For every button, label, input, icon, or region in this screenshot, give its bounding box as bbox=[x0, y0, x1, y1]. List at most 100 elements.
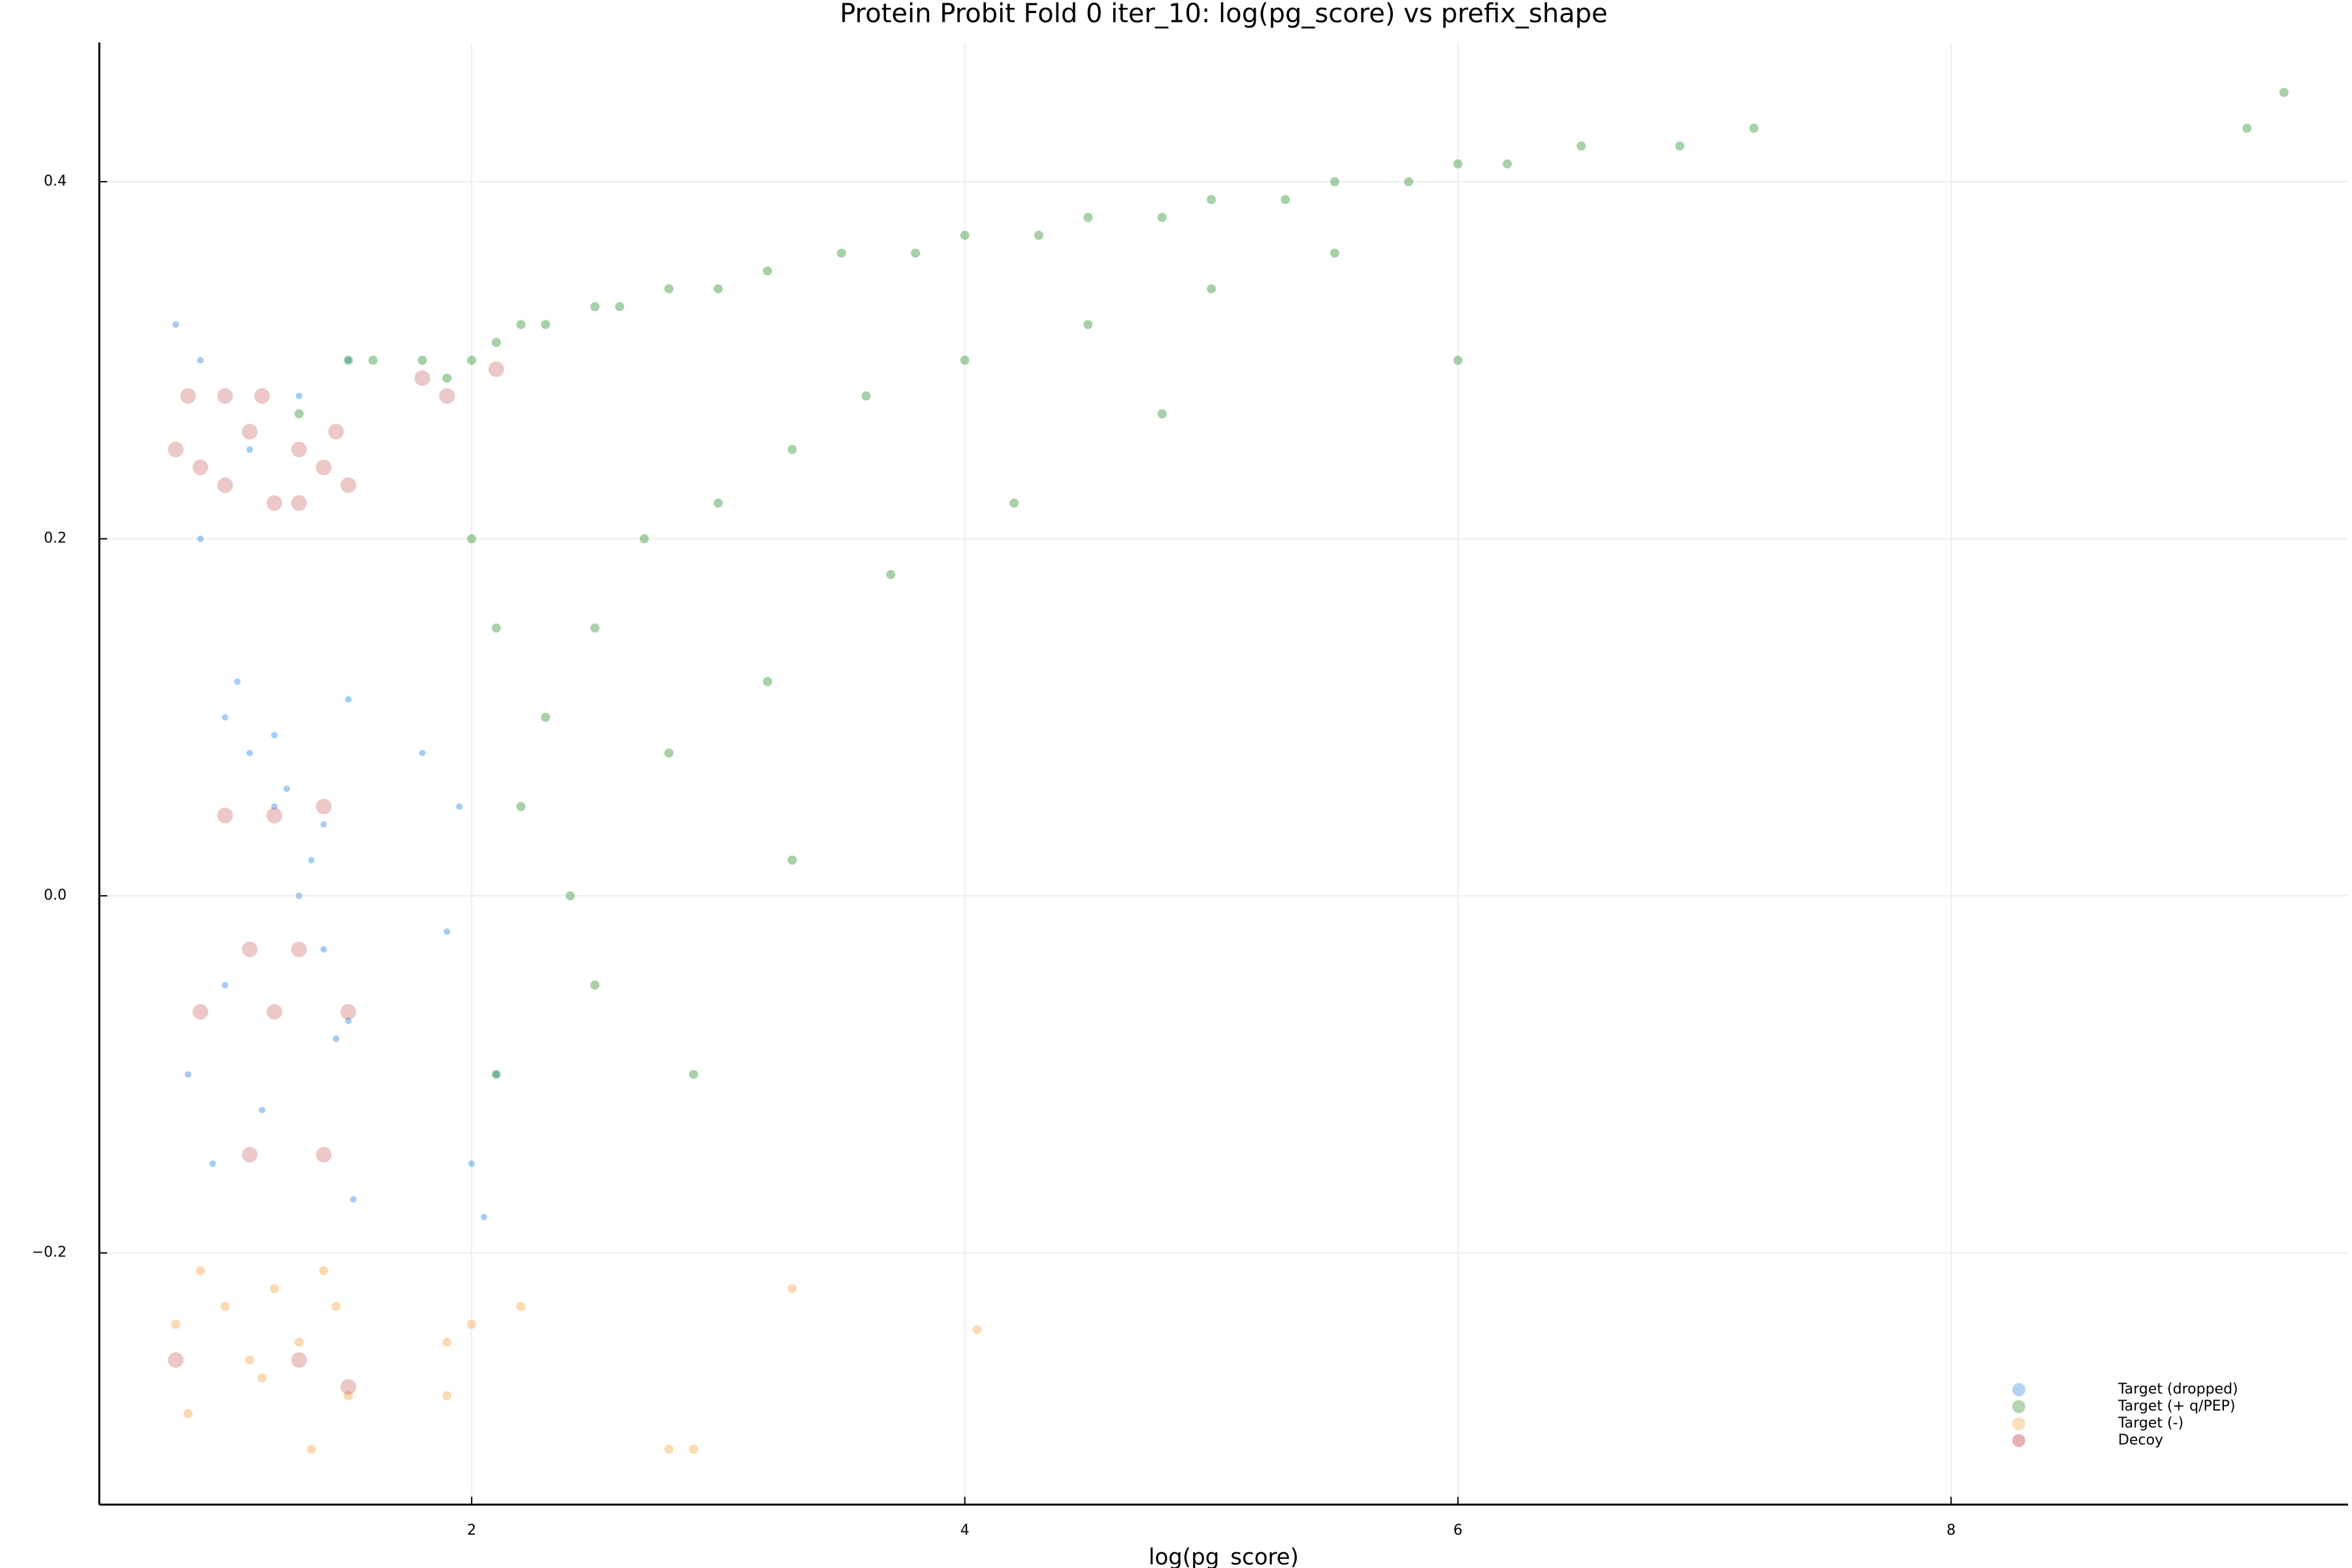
point bbox=[259, 1107, 266, 1114]
point bbox=[245, 1355, 255, 1365]
point bbox=[316, 798, 332, 815]
point bbox=[295, 892, 302, 900]
point bbox=[319, 1266, 329, 1276]
point bbox=[1207, 284, 1217, 294]
point bbox=[294, 409, 304, 419]
point bbox=[1157, 212, 1167, 222]
point bbox=[345, 696, 352, 703]
point bbox=[414, 370, 431, 386]
point bbox=[689, 1445, 698, 1454]
point bbox=[242, 941, 258, 958]
point bbox=[340, 477, 357, 493]
point bbox=[171, 1320, 180, 1330]
point bbox=[1083, 212, 1093, 222]
point bbox=[565, 891, 575, 901]
point bbox=[195, 1266, 205, 1276]
point bbox=[291, 1352, 307, 1368]
point bbox=[328, 423, 344, 440]
point bbox=[246, 446, 253, 453]
point bbox=[491, 623, 501, 633]
point bbox=[664, 284, 674, 294]
point bbox=[1503, 159, 1512, 169]
point bbox=[516, 1301, 526, 1311]
point bbox=[270, 803, 278, 810]
point bbox=[209, 1160, 216, 1168]
y-tick-label: 0.2 bbox=[44, 531, 67, 547]
point bbox=[1330, 177, 1339, 187]
point bbox=[444, 928, 451, 935]
point bbox=[516, 319, 526, 329]
point bbox=[886, 570, 896, 580]
x-tick-label: 6 bbox=[1454, 1522, 1463, 1539]
point bbox=[442, 1391, 452, 1401]
point bbox=[493, 1071, 500, 1078]
legend-marker bbox=[2012, 1400, 2025, 1413]
point bbox=[640, 534, 649, 544]
point bbox=[167, 1352, 184, 1368]
point bbox=[180, 388, 196, 404]
point bbox=[541, 712, 551, 722]
point bbox=[291, 941, 307, 958]
point bbox=[350, 1196, 357, 1203]
legend-marker bbox=[2012, 1434, 2025, 1447]
point bbox=[480, 1214, 487, 1221]
point bbox=[861, 391, 871, 401]
point bbox=[221, 713, 229, 721]
point bbox=[713, 498, 723, 508]
point bbox=[590, 623, 600, 633]
point bbox=[1207, 195, 1217, 204]
point bbox=[1083, 319, 1093, 329]
point bbox=[491, 338, 501, 348]
point bbox=[1009, 498, 1019, 508]
point bbox=[345, 357, 352, 364]
point bbox=[344, 355, 353, 365]
point bbox=[266, 1004, 282, 1020]
point bbox=[664, 748, 674, 758]
point bbox=[1675, 141, 1685, 151]
point bbox=[615, 302, 625, 312]
legend-label: Target (dropped) bbox=[2117, 1381, 2238, 1397]
point bbox=[266, 495, 282, 512]
point bbox=[172, 321, 179, 328]
point bbox=[283, 785, 290, 792]
point bbox=[331, 1301, 341, 1311]
point bbox=[417, 355, 427, 365]
point bbox=[234, 678, 241, 685]
legend-marker bbox=[2012, 1417, 2025, 1430]
point bbox=[516, 802, 526, 811]
point bbox=[713, 284, 723, 294]
point bbox=[217, 388, 233, 404]
point bbox=[344, 1391, 353, 1401]
point bbox=[333, 1035, 340, 1042]
point bbox=[787, 855, 797, 865]
point bbox=[491, 1070, 501, 1079]
point bbox=[439, 388, 455, 404]
point bbox=[1157, 409, 1167, 419]
point bbox=[192, 459, 208, 476]
point bbox=[257, 1373, 267, 1382]
point bbox=[220, 1301, 230, 1311]
point bbox=[541, 319, 551, 329]
point bbox=[442, 1337, 452, 1347]
point bbox=[320, 946, 327, 953]
point bbox=[197, 357, 204, 364]
x-tick-label: 8 bbox=[1946, 1522, 1955, 1539]
point bbox=[1749, 123, 1759, 133]
point bbox=[197, 535, 204, 542]
point bbox=[266, 808, 282, 824]
point bbox=[689, 1070, 698, 1079]
y-tick-label: 0.4 bbox=[44, 173, 67, 189]
point bbox=[442, 373, 452, 383]
x-tick-label: 2 bbox=[467, 1522, 476, 1539]
point bbox=[468, 1160, 475, 1168]
point bbox=[590, 980, 600, 990]
point bbox=[488, 361, 504, 378]
point bbox=[269, 1284, 279, 1294]
point bbox=[316, 1147, 332, 1163]
point bbox=[308, 857, 315, 864]
point bbox=[1576, 141, 1586, 151]
point bbox=[167, 442, 184, 458]
point bbox=[960, 231, 970, 240]
y-tick-label: 0.0 bbox=[44, 887, 67, 904]
